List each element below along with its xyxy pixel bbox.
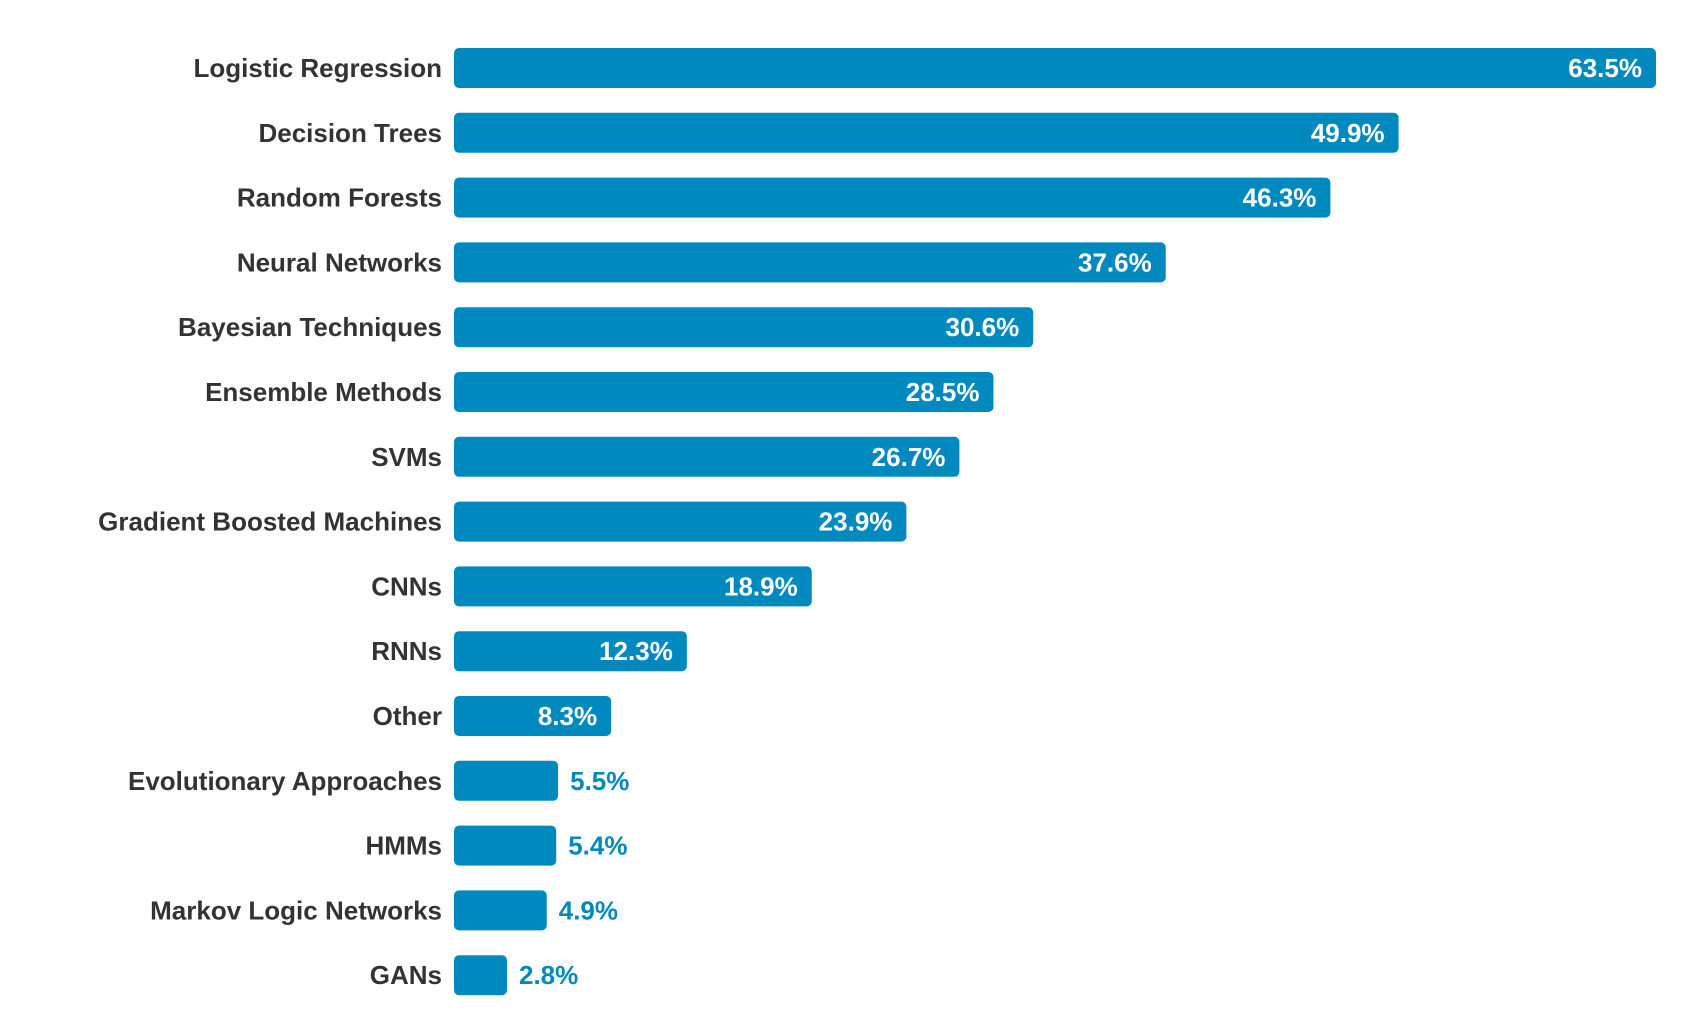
category-label: SVMs [371, 442, 442, 472]
value-label: 2.8% [519, 960, 578, 990]
bar [454, 631, 687, 672]
bar [454, 436, 960, 477]
bar [454, 566, 812, 607]
category-label: Ensemble Methods [205, 377, 442, 407]
category-label: Markov Logic Networks [150, 895, 442, 925]
value-label: 12.3% [599, 636, 673, 666]
bar [454, 955, 508, 996]
category-label: Logistic Regression [194, 53, 443, 83]
value-label: 4.9% [559, 895, 618, 925]
value-label: 28.5% [906, 377, 980, 407]
bar [454, 242, 1166, 283]
bar [454, 696, 612, 736]
category-label: Bayesian Techniques [178, 312, 442, 342]
category-label: Evolutionary Approaches [128, 766, 442, 796]
value-label: 5.5% [570, 766, 629, 796]
value-label: 18.9% [724, 571, 798, 601]
value-label: 46.3% [1243, 183, 1317, 213]
value-label: 30.6% [945, 312, 1019, 342]
value-label: 8.3% [538, 701, 597, 731]
bar [454, 48, 1656, 88]
category-label: Random Forests [237, 183, 442, 213]
bar [454, 760, 559, 801]
value-label: 26.7% [872, 442, 946, 472]
category-label: HMMs [365, 831, 442, 861]
bar [454, 307, 1034, 348]
category-label: Other [373, 701, 442, 731]
value-label: 63.5% [1568, 53, 1642, 83]
bar [454, 372, 994, 412]
value-label: 49.9% [1311, 118, 1385, 148]
category-label: Decision Trees [258, 118, 442, 148]
category-label: CNNs [371, 571, 442, 601]
bar [454, 890, 547, 931]
bar [454, 112, 1399, 153]
bar [454, 501, 907, 542]
category-label: Gradient Boosted Machines [98, 507, 442, 537]
category-label: RNNs [371, 636, 442, 666]
bar [454, 177, 1331, 218]
value-label: 5.4% [568, 831, 627, 861]
bar [454, 825, 557, 866]
bars-group: Logistic Regression 63.5% Decision Trees 49… [98, 48, 1656, 996]
category-label: Neural Networks [237, 247, 442, 277]
category-label: GANs [370, 960, 442, 990]
value-label: 37.6% [1078, 247, 1152, 277]
value-label: 23.9% [819, 507, 893, 537]
